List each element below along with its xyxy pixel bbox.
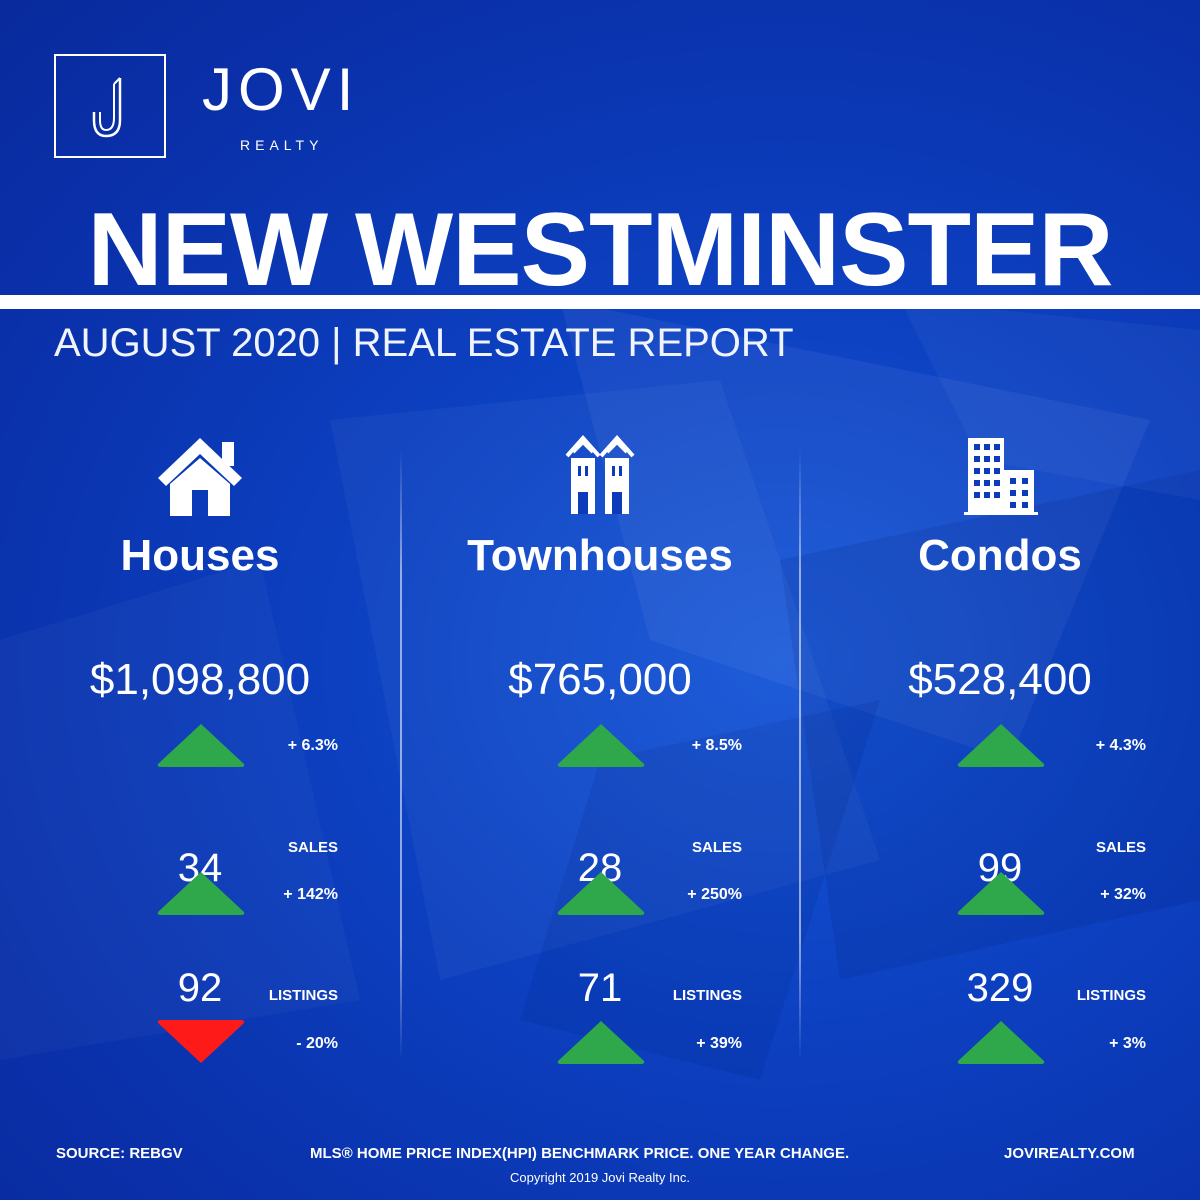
column-townhouses: Townhouses $765,000 + 8.5% 28 SALES + 25… bbox=[400, 430, 800, 1090]
column-divider bbox=[400, 450, 402, 1060]
change-up-arrow bbox=[957, 724, 1045, 767]
change-up-arrow bbox=[957, 872, 1045, 915]
brand-name: JOVI bbox=[202, 56, 360, 123]
change-up-arrow bbox=[557, 1021, 645, 1064]
footer-website: JOVIREALTY.COM bbox=[1004, 1145, 1135, 1162]
price-change: + 8.5% bbox=[691, 737, 742, 754]
change-up-arrow bbox=[557, 872, 645, 915]
listings-label: LISTINGS bbox=[672, 987, 742, 1004]
sales-label: SALES bbox=[287, 839, 338, 856]
price-change: + 6.3% bbox=[287, 737, 338, 754]
page-title: NEW WESTMINSTER bbox=[87, 192, 1114, 308]
footer-source: SOURCE: REBGV bbox=[56, 1145, 183, 1162]
category-name: Condos bbox=[918, 531, 1082, 580]
change-down-arrow bbox=[157, 1020, 245, 1063]
listings-count: 71 bbox=[577, 966, 623, 1010]
column-divider bbox=[799, 450, 801, 1060]
change-up-arrow bbox=[157, 872, 245, 915]
listings-label: LISTINGS bbox=[1076, 987, 1146, 1004]
column-condos: Condos $528,400 + 4.3% 99 SALES + 32% 32… bbox=[800, 430, 1200, 1090]
sales-label: SALES bbox=[691, 839, 742, 856]
category-name: Townhouses bbox=[467, 531, 733, 580]
change-up-arrow bbox=[957, 1021, 1045, 1064]
house-icon bbox=[0, 430, 400, 520]
benchmark-price: $528,400 bbox=[908, 655, 1092, 704]
listings-label: LISTINGS bbox=[268, 987, 338, 1004]
townhouse-icon bbox=[400, 430, 800, 520]
category-name: Houses bbox=[120, 531, 280, 580]
condo-icon bbox=[800, 430, 1200, 520]
copyright: Copyright 2019 Jovi Realty Inc. bbox=[510, 1170, 690, 1185]
listings-count: 329 bbox=[966, 966, 1034, 1010]
sales-change: + 250% bbox=[687, 886, 742, 903]
brand-subtitle: REALTY bbox=[240, 137, 324, 153]
column-houses: Houses $1,098,800 + 6.3% 34 SALES + 142%… bbox=[0, 430, 400, 1090]
footer-note: MLS® HOME PRICE INDEX(HPI) BENCHMARK PRI… bbox=[310, 1145, 850, 1162]
price-change: + 4.3% bbox=[1095, 737, 1146, 754]
title-underline bbox=[0, 295, 1200, 309]
listings-count: 92 bbox=[177, 966, 223, 1010]
benchmark-price: $1,098,800 bbox=[89, 655, 311, 704]
logo-monogram-box bbox=[54, 54, 166, 158]
listings-change: - 20% bbox=[296, 1035, 338, 1052]
report-subtitle: AUGUST 2020 | REAL ESTATE REPORT bbox=[54, 321, 794, 365]
sales-change: + 142% bbox=[283, 886, 338, 903]
benchmark-price: $765,000 bbox=[508, 655, 692, 704]
listings-change: + 39% bbox=[696, 1035, 742, 1052]
sales-change: + 32% bbox=[1100, 886, 1146, 903]
change-up-arrow bbox=[557, 724, 645, 767]
sales-label: SALES bbox=[1095, 839, 1146, 856]
change-up-arrow bbox=[157, 724, 245, 767]
listings-change: + 3% bbox=[1109, 1035, 1146, 1052]
